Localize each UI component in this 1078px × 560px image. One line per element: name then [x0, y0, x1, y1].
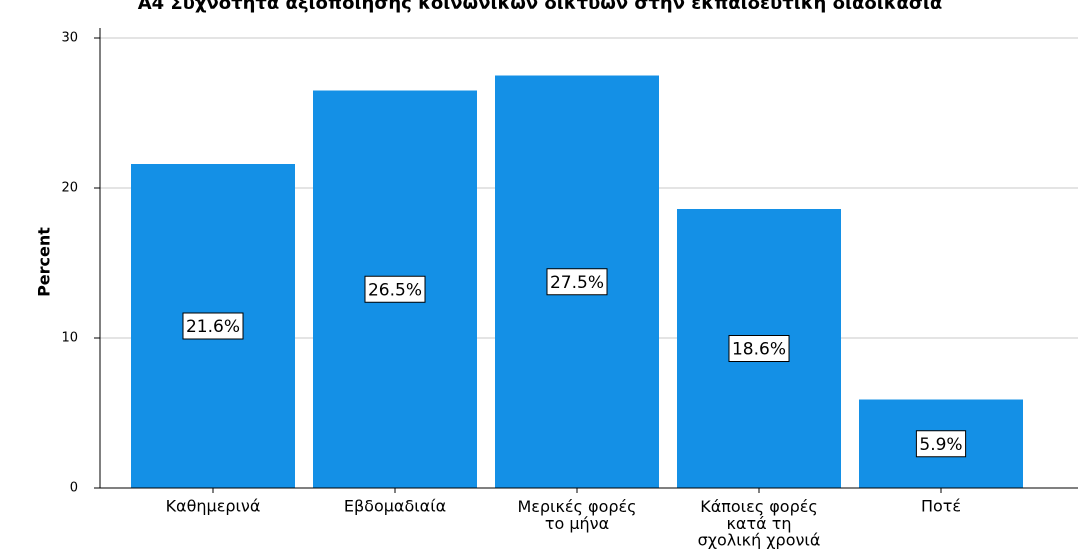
x-tick-label: Ποτέ	[921, 497, 961, 516]
x-tick-label: Μερικές φορές το μήνα	[517, 497, 636, 533]
x-tick-label: Κάποιες φορές κατά τη σχολική χρονιά	[698, 497, 821, 550]
value-label-box	[915, 430, 967, 458]
chart-title: Α4 Συχνότητα αξιοποίησης κοινωνικών δικτ…	[138, 0, 943, 14]
value-label: 21.6%	[186, 317, 240, 337]
value-label: 27.5%	[550, 273, 604, 293]
x-tick-label: Εβδομαδιαία	[344, 497, 446, 516]
y-axis-label: Percent	[35, 227, 54, 297]
value-label: 5.9%	[919, 435, 962, 455]
y-tick-label: 0	[70, 481, 78, 496]
value-label: 18.6%	[732, 340, 786, 360]
value-label-box	[728, 335, 790, 362]
y-tick-label: 10	[61, 331, 78, 346]
x-tick-label: Καθημερινά	[166, 497, 261, 516]
value-label: 26.5%	[368, 280, 422, 300]
value-label-box	[182, 312, 244, 340]
y-tick-label: 30	[61, 31, 78, 46]
value-label-box	[546, 268, 608, 296]
value-label-box	[364, 275, 426, 303]
y-tick-label: 20	[61, 181, 78, 196]
